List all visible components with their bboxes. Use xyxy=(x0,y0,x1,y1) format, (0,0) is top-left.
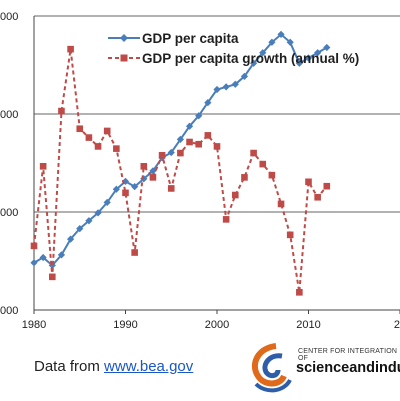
data-point xyxy=(85,217,93,225)
data-point xyxy=(241,174,248,181)
data-point xyxy=(122,189,129,197)
data-point xyxy=(177,149,184,157)
x-tick-label: 1990 xyxy=(113,319,137,331)
data-point xyxy=(259,160,267,168)
data-point xyxy=(240,72,249,80)
data-point xyxy=(149,174,157,181)
data-point xyxy=(277,30,285,38)
data-point xyxy=(286,231,294,239)
data-point xyxy=(295,59,303,67)
y-tick-label: 000 xyxy=(0,11,18,23)
data-point xyxy=(39,253,47,262)
data-point xyxy=(305,178,312,186)
data-point xyxy=(304,54,313,62)
y-tick-label: 000 xyxy=(0,207,18,219)
data-point xyxy=(167,185,175,192)
chart-legend: GDP per capita GDP per capita growth (ann… xyxy=(108,31,359,66)
data-point xyxy=(232,191,239,199)
data-point xyxy=(185,122,194,130)
tick-labels: 000 000 000 000 1980 1990 2000 2010 20 xyxy=(0,11,400,331)
data-point xyxy=(49,273,56,281)
x-tick-label: 2000 xyxy=(205,319,229,331)
series-line-1 xyxy=(33,49,328,293)
data-point xyxy=(94,143,102,150)
y-tick-label: 000 xyxy=(0,305,18,317)
data-point xyxy=(231,80,239,88)
swirl-logo-icon xyxy=(251,343,292,393)
data-point xyxy=(213,85,221,94)
data-point xyxy=(158,151,166,159)
legend-label-0: GDP per capita xyxy=(142,31,239,46)
data-source-note: Data from www.bea.gov xyxy=(34,358,193,375)
data-point xyxy=(58,107,65,115)
data-source-prefix: Data from xyxy=(34,358,105,375)
data-point xyxy=(268,171,276,179)
logo-title: scienceandindust xyxy=(296,360,400,376)
data-point xyxy=(39,163,47,170)
data-point xyxy=(167,148,175,157)
line-chart: 000 000 000 000 1980 1990 2000 2010 20 GDP per c… xyxy=(0,11,400,331)
data-point xyxy=(222,83,230,91)
data-point xyxy=(323,182,331,190)
data-point xyxy=(195,112,203,120)
center-logo: CENTER FOR INTEGRATION OF scienceandindu… xyxy=(246,340,400,396)
logo-subtitle: CENTER FOR INTEGRATION OF xyxy=(298,348,398,362)
legend-marker xyxy=(120,34,128,42)
data-point xyxy=(85,134,93,141)
x-tick-label: 1980 xyxy=(22,319,46,331)
data-point xyxy=(67,235,75,243)
data-point xyxy=(259,49,267,57)
data-point xyxy=(213,143,221,150)
legend-marker xyxy=(120,54,128,62)
data-point xyxy=(176,135,184,143)
data-point xyxy=(103,127,111,135)
x-tick-label: 20 xyxy=(394,319,400,331)
data-point xyxy=(268,38,276,46)
data-point xyxy=(30,242,38,250)
data-point xyxy=(195,140,202,148)
data-point xyxy=(131,183,139,191)
data-point xyxy=(286,38,294,46)
x-tick-label: 2010 xyxy=(296,319,320,331)
data-source-link[interactable]: www.bea.gov xyxy=(104,358,194,375)
data-point xyxy=(296,289,303,296)
legend-label-1: GDP per capita growth (annual %) xyxy=(142,51,359,66)
data-point xyxy=(76,225,84,233)
data-point xyxy=(222,216,230,223)
data-point xyxy=(103,198,111,206)
data-point xyxy=(204,132,212,139)
data-point xyxy=(57,251,66,259)
data-point xyxy=(94,209,102,217)
y-tick-label: 000 xyxy=(0,109,18,121)
data-point xyxy=(131,249,138,256)
data-point xyxy=(30,259,38,267)
data-point xyxy=(204,99,212,107)
data-point xyxy=(277,200,285,208)
data-point xyxy=(76,125,84,133)
data-point xyxy=(186,138,193,146)
series-layer xyxy=(30,30,331,296)
data-point xyxy=(314,193,321,201)
data-point xyxy=(250,149,257,157)
data-point xyxy=(314,49,322,57)
data-point xyxy=(149,167,157,175)
data-point xyxy=(323,43,331,52)
data-point xyxy=(67,45,74,53)
data-point xyxy=(140,163,148,170)
data-point xyxy=(113,145,120,152)
data-point xyxy=(112,185,120,193)
data-point xyxy=(250,59,258,67)
